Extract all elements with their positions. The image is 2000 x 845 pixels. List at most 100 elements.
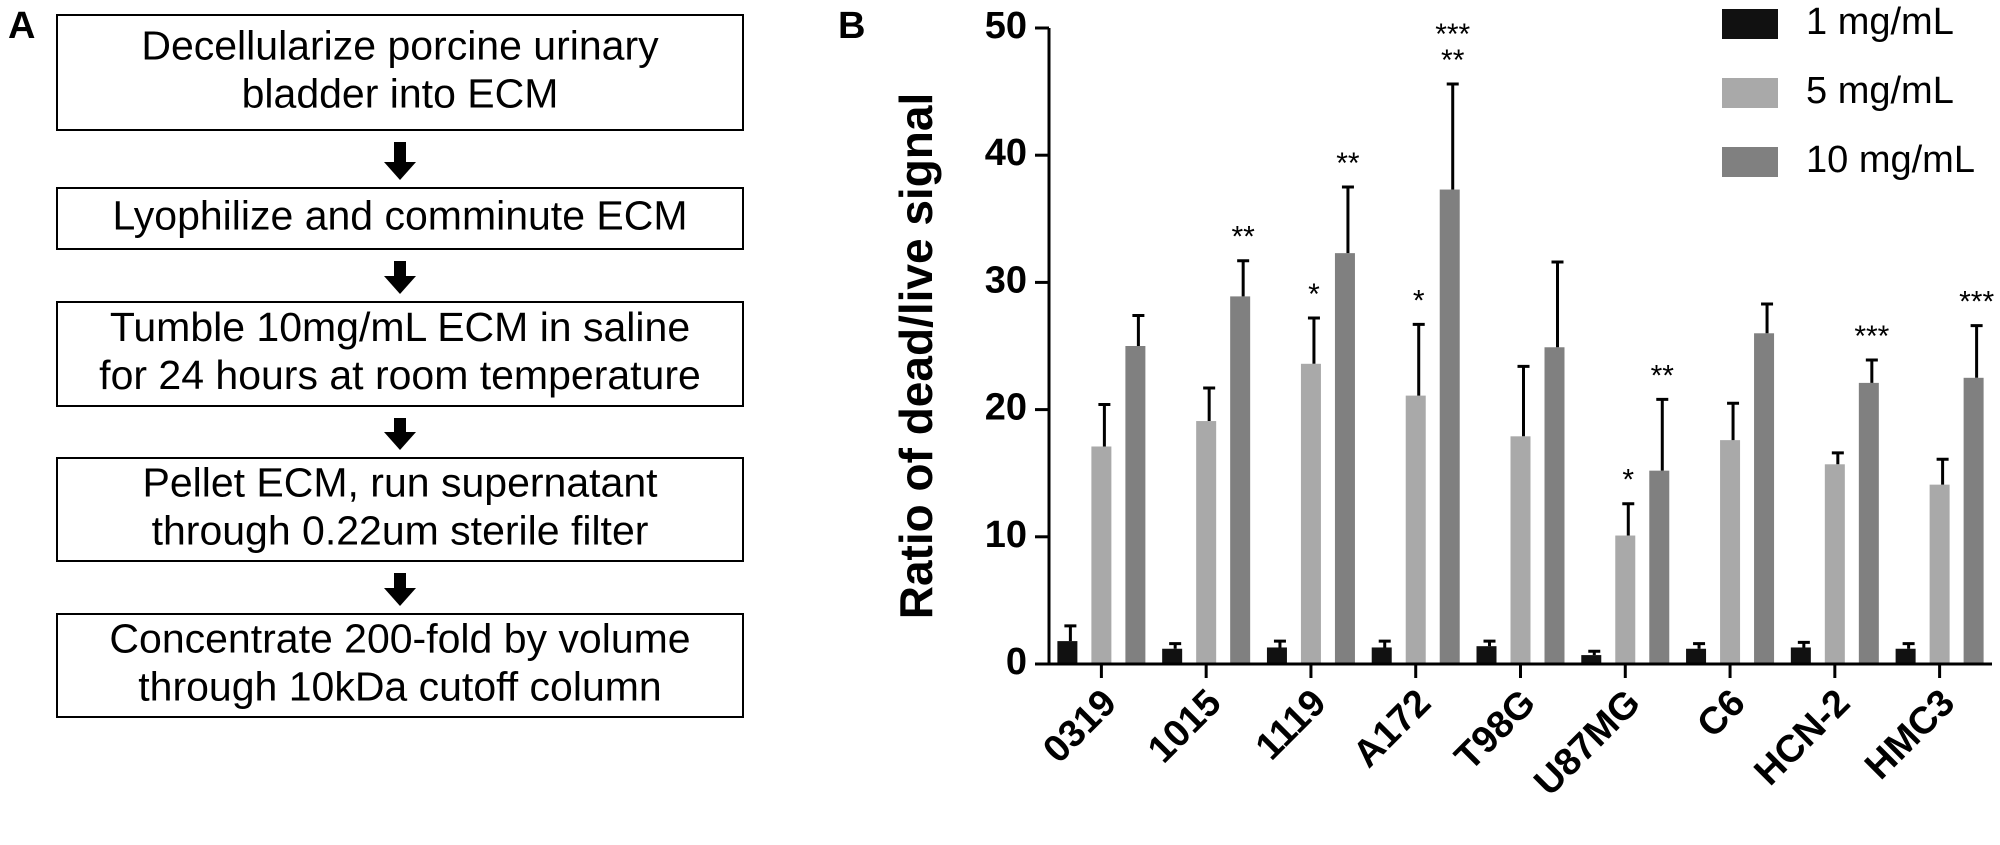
- x-tick-label: 0319: [1035, 682, 1124, 771]
- error-bar: [1761, 302, 1774, 334]
- y-tick-label: 10: [985, 514, 1027, 556]
- bar: [1929, 484, 1950, 664]
- flow-text: through 10kDa cutoff column: [138, 663, 661, 709]
- significance-label: *: [1622, 464, 1634, 497]
- x-tick-label: 1119: [1248, 682, 1335, 769]
- bar: [1720, 440, 1741, 664]
- bar: [1790, 647, 1811, 664]
- bar: [1057, 641, 1078, 664]
- flow-text: Pellet ECM, run supernatant: [142, 459, 658, 505]
- bar: [1510, 436, 1531, 664]
- error-bar: [1378, 639, 1391, 648]
- error-bar: [1446, 82, 1459, 190]
- x-tick-label: HMC3: [1857, 682, 1963, 788]
- y-tick-label: 20: [985, 387, 1027, 429]
- bar: [1334, 253, 1355, 665]
- error-bar: [1273, 639, 1286, 648]
- significance-label: **: [1336, 147, 1360, 180]
- bar: [1162, 648, 1183, 664]
- flow-arrow-shaft: [394, 418, 406, 434]
- flow-arrow-head: [384, 162, 416, 180]
- flow-arrow-head: [384, 588, 416, 606]
- error-bar: [1203, 386, 1216, 422]
- error-bar: [1656, 397, 1669, 471]
- flow-text: Concentrate 200-fold by volume: [109, 615, 690, 661]
- error-bar: [1132, 313, 1145, 346]
- significance-label: ***: [1959, 286, 1994, 319]
- flow-box: [56, 457, 744, 562]
- x-tick-label: C6: [1689, 682, 1753, 746]
- flow-arrow-shaft: [394, 573, 406, 590]
- error-bar: [1865, 358, 1878, 383]
- flow-box: [56, 613, 744, 718]
- flow-arrow-head: [384, 276, 416, 294]
- flow-text: Decellularize porcine urinary: [141, 22, 659, 68]
- bar: [1196, 421, 1217, 664]
- significance-label: ***: [1854, 320, 1889, 353]
- legend-label: 1 mg/mL: [1806, 1, 1954, 43]
- panel-label: A: [8, 5, 35, 47]
- significance-label: *: [1308, 278, 1320, 311]
- x-tick-label: 1015: [1140, 682, 1229, 771]
- bar: [1858, 382, 1879, 664]
- error-bar: [1693, 642, 1706, 649]
- bar: [1371, 647, 1392, 664]
- legend-swatch: [1722, 78, 1778, 108]
- error-bar: [1551, 260, 1564, 348]
- error-bar: [1483, 639, 1496, 647]
- x-tick-label: U87MG: [1526, 682, 1648, 804]
- legend-label: 5 mg/mL: [1806, 70, 1954, 112]
- error-bar: [1098, 403, 1111, 447]
- significance-label: **: [1651, 359, 1675, 392]
- bar: [1091, 446, 1112, 664]
- bar: [1649, 470, 1670, 664]
- legend-swatch: [1722, 147, 1778, 177]
- legend-label: 10 mg/mL: [1806, 139, 1975, 181]
- significance-label: **: [1231, 221, 1255, 254]
- y-axis-label: Ratio of dead/live signal: [890, 93, 942, 620]
- bar: [1544, 347, 1565, 664]
- flow-box: [56, 187, 744, 250]
- x-tick-label: A172: [1345, 682, 1439, 776]
- error-bar: [1307, 316, 1320, 364]
- flow-text: for 24 hours at room temperature: [99, 352, 701, 398]
- y-tick-label: 50: [985, 5, 1027, 47]
- bar: [1266, 647, 1287, 664]
- error-bar: [1622, 502, 1635, 536]
- error-bar: [1936, 457, 1949, 485]
- flow-arrow-head: [384, 432, 416, 450]
- y-tick-label: 40: [985, 132, 1027, 174]
- significance-label: *: [1413, 284, 1425, 317]
- flow-box: [56, 301, 744, 407]
- significance-label: ***: [1435, 18, 1470, 51]
- bar: [1125, 346, 1146, 664]
- error-bar: [1169, 642, 1182, 649]
- flow-arrow-shaft: [394, 261, 406, 278]
- flow-text: Tumble 10mg/mL ECM in saline: [110, 304, 690, 350]
- flow-text: Lyophilize and comminute ECM: [112, 192, 687, 238]
- y-tick-label: 30: [985, 259, 1027, 301]
- bar: [1615, 535, 1636, 664]
- flow-text: bladder into ECM: [242, 70, 559, 116]
- significance-label: **: [1441, 44, 1465, 77]
- bar: [1754, 333, 1775, 664]
- error-bar: [1831, 451, 1844, 465]
- bar: [1686, 648, 1707, 664]
- bar: [1963, 377, 1984, 664]
- bar: [1300, 363, 1321, 664]
- bar: [1581, 655, 1602, 664]
- flow-text: through 0.22um sterile filter: [152, 507, 649, 553]
- legend-swatch: [1722, 9, 1778, 39]
- x-tick-label: HCN-2: [1746, 682, 1858, 794]
- bar: [1405, 395, 1426, 664]
- flow-arrow-shaft: [394, 142, 406, 164]
- error-bar: [1064, 624, 1077, 642]
- bar: [1476, 646, 1497, 664]
- error-bar: [1588, 649, 1601, 656]
- error-bar: [1237, 259, 1250, 297]
- y-tick-label: 0: [1006, 641, 1027, 683]
- panel-label: B: [838, 5, 865, 47]
- error-bar: [1970, 324, 1983, 378]
- error-bar: [1727, 401, 1740, 441]
